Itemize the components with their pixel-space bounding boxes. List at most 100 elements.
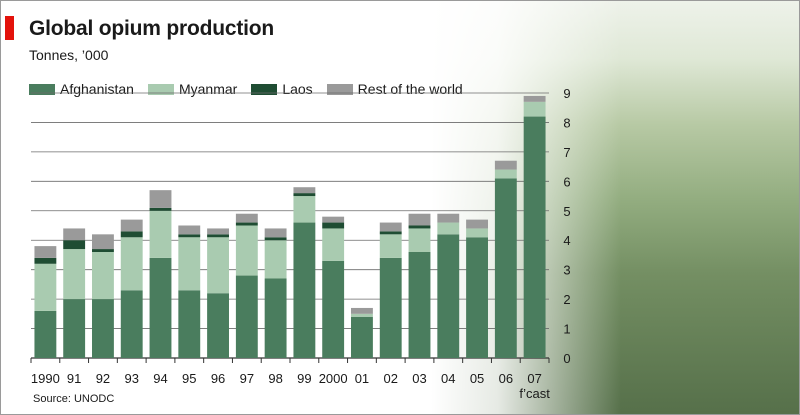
y-tick-label: 8: [563, 115, 570, 130]
bar-myanmar-15: [466, 228, 488, 238]
bar-myanmar-7: [235, 225, 258, 276]
legend-swatch-afghanistan: [29, 83, 55, 95]
bar-laos-1: [63, 240, 86, 250]
bar-laos-8: [264, 237, 287, 241]
bar-myanmar-3: [120, 237, 143, 291]
x-tick-label: 05: [470, 371, 484, 386]
bar-rest-13: [408, 213, 431, 226]
y-tick-label: 3: [563, 263, 570, 278]
x-tick-label: 99: [297, 371, 311, 386]
x-tick-label: 2000: [319, 371, 348, 386]
bar-afghanistan-16: [494, 178, 517, 358]
bar-rest-8: [264, 228, 287, 238]
bar-rest-16: [494, 160, 517, 170]
bar-rest-12: [379, 222, 402, 232]
bar-laos-12: [379, 231, 402, 235]
bar-laos-0: [34, 257, 57, 264]
bar-myanmar-17: [523, 101, 546, 117]
bar-myanmar-1: [63, 249, 86, 300]
bar-rest-9: [293, 187, 316, 194]
legend-swatch-myanmar: [147, 83, 174, 95]
y-tick-label: 0: [563, 351, 570, 366]
x-tick-label: 94: [153, 371, 167, 386]
bar-myanmar-13: [408, 228, 431, 252]
bar-rest-15: [466, 219, 488, 229]
x-tick-label: 03: [412, 371, 426, 386]
legend-swatch-laos: [251, 83, 278, 95]
bar-afghanistan-8: [264, 278, 287, 358]
bar-myanmar-12: [379, 234, 402, 258]
bar-afghanistan-11: [351, 316, 373, 358]
x-tick-label: 95: [182, 371, 196, 386]
y-tick-label: 5: [563, 204, 570, 219]
bar-laos-3: [120, 231, 143, 238]
bar-laos-10: [322, 222, 345, 229]
bar-myanmar-2: [92, 252, 114, 300]
bar-rest-5: [178, 225, 201, 235]
bar-rest-10: [322, 216, 345, 223]
bar-laos-4: [149, 207, 172, 211]
bar-rest-7: [235, 213, 258, 223]
bar-rest-14: [437, 213, 460, 223]
x-tick-label: 93: [124, 371, 138, 386]
bar-myanmar-16: [494, 169, 517, 179]
bar-afghanistan-1: [63, 299, 86, 358]
bar-afghanistan-10: [322, 260, 345, 358]
bar-afghanistan-0: [34, 310, 57, 358]
y-tick-label: 2: [563, 292, 570, 307]
bar-myanmar-14: [437, 222, 460, 235]
y-tick-label: 9: [563, 86, 570, 101]
bar-afghanistan-17: [523, 116, 546, 358]
bar-laos-5: [178, 234, 201, 238]
bar-myanmar-5: [178, 237, 201, 291]
bar-laos-6: [207, 234, 229, 238]
bar-myanmar-11: [351, 313, 373, 317]
bar-afghanistan-3: [120, 290, 143, 358]
x-tick-label: 97: [240, 371, 254, 386]
bar-rest-17: [523, 95, 546, 102]
bar-afghanistan-6: [207, 293, 229, 358]
bar-rest-1: [63, 228, 86, 241]
bar-rest-11: [351, 307, 373, 314]
bar-afghanistan-13: [408, 252, 431, 358]
bar-afghanistan-4: [149, 257, 172, 358]
bar-afghanistan-7: [235, 275, 258, 358]
bar-laos-2: [92, 249, 114, 252]
bar-myanmar-8: [264, 240, 287, 279]
x-tick-label: 98: [268, 371, 282, 386]
bar-laos-13: [408, 225, 431, 229]
bar-myanmar-10: [322, 228, 345, 261]
chart-subtitle: Tonnes, ’000: [29, 47, 109, 63]
y-tick-label: 1: [563, 322, 570, 337]
chart-title: Global opium production: [29, 17, 275, 40]
x-tick-label: 02: [383, 371, 397, 386]
bar-rest-4: [149, 190, 172, 208]
bar-afghanistan-5: [178, 290, 201, 358]
y-tick-label: 7: [563, 145, 570, 160]
source-note: Source: UNODC: [33, 393, 115, 405]
x-tick-label: 06: [499, 371, 513, 386]
bar-myanmar-9: [293, 196, 316, 223]
bar-rest-6: [207, 228, 229, 235]
bar-rest-3: [120, 219, 143, 232]
x-tick-label: 92: [96, 371, 110, 386]
x-tick-label: 91: [67, 371, 81, 386]
bar-afghanistan-2: [92, 299, 114, 358]
bar-laos-9: [293, 193, 316, 197]
x-tick-label: 01: [355, 371, 369, 386]
bar-afghanistan-12: [379, 257, 402, 358]
bar-myanmar-4: [149, 210, 172, 258]
bar-afghanistan-14: [437, 234, 460, 358]
bar-myanmar-0: [34, 263, 57, 311]
bar-myanmar-6: [207, 237, 229, 294]
x-tick-label: f’cast: [519, 386, 550, 401]
x-tick-label: 1990: [31, 371, 60, 386]
x-tick-label: 96: [211, 371, 225, 386]
bar-rest-0: [34, 246, 57, 258]
bar-afghanistan-15: [466, 237, 488, 358]
bar-laos-7: [235, 222, 258, 226]
x-tick-label: 07: [527, 371, 541, 386]
bar-afghanistan-9: [293, 222, 316, 358]
